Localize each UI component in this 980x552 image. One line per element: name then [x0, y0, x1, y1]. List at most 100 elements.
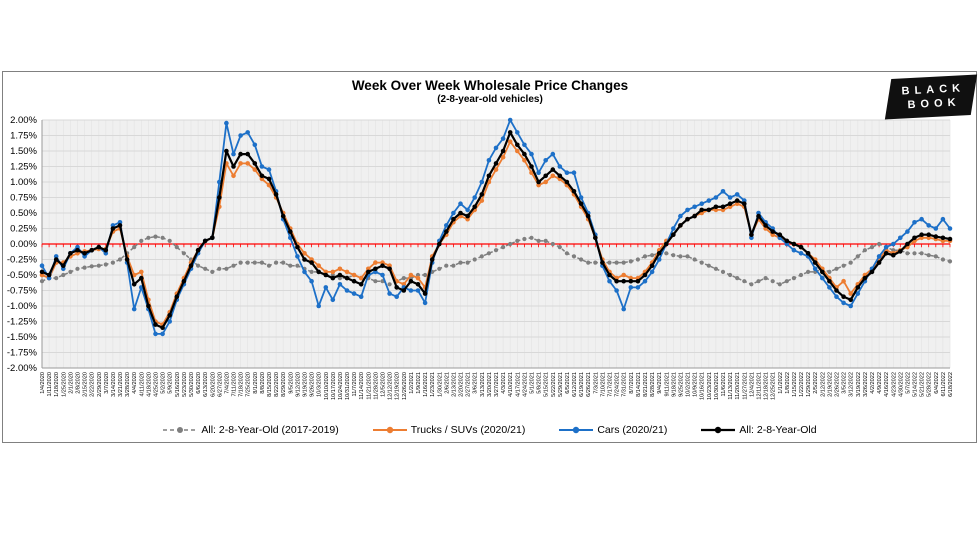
svg-text:4/23/2022: 4/23/2022	[891, 372, 897, 397]
svg-text:1.75%: 1.75%	[10, 131, 37, 142]
svg-text:8/8/2020: 8/8/2020	[260, 372, 266, 394]
svg-text:10/23/2021: 10/23/2021	[707, 372, 713, 400]
svg-text:6/12/2021: 6/12/2021	[572, 372, 578, 397]
svg-text:3/26/2022: 3/26/2022	[863, 372, 869, 397]
svg-text:7/17/2021: 7/17/2021	[608, 372, 614, 397]
svg-text:2/26/2022: 2/26/2022	[835, 372, 841, 397]
svg-text:-0.50%: -0.50%	[7, 270, 38, 281]
svg-text:5/28/2022: 5/28/2022	[927, 372, 933, 397]
black-book-logo-text: BLACK BOOK	[896, 81, 967, 113]
legend-marker-orange	[372, 426, 407, 434]
svg-text:2/20/2021: 2/20/2021	[459, 372, 465, 397]
svg-text:1/4/2020: 1/4/2020	[40, 372, 46, 394]
svg-text:9/25/2021: 9/25/2021	[678, 372, 684, 397]
svg-text:1/25/2020: 1/25/2020	[61, 372, 67, 397]
svg-text:9/18/2021: 9/18/2021	[671, 372, 677, 397]
svg-text:8/15/2020: 8/15/2020	[267, 372, 273, 397]
svg-text:2.00%: 2.00%	[10, 115, 37, 126]
svg-text:3/28/2020: 3/28/2020	[125, 372, 131, 397]
svg-text:8/1/2020: 8/1/2020	[253, 372, 259, 394]
svg-text:11/7/2020: 11/7/2020	[352, 372, 358, 396]
svg-text:3/20/2021: 3/20/2021	[487, 372, 493, 397]
svg-text:9/19/2020: 9/19/2020	[303, 372, 309, 397]
svg-text:11/27/2021: 11/27/2021	[742, 372, 748, 400]
svg-text:7/18/2020: 7/18/2020	[239, 372, 245, 397]
svg-text:3/6/2021: 3/6/2021	[473, 372, 479, 394]
svg-text:1/2/2021: 1/2/2021	[409, 372, 415, 394]
svg-text:8/21/2021: 8/21/2021	[643, 372, 649, 397]
svg-text:1.25%: 1.25%	[10, 162, 37, 173]
svg-text:3/12/2022: 3/12/2022	[849, 372, 855, 397]
svg-text:0.00%: 0.00%	[10, 239, 37, 250]
svg-text:-1.25%: -1.25%	[7, 317, 38, 328]
svg-text:6/5/2021: 6/5/2021	[565, 372, 571, 394]
svg-text:4/10/2021: 4/10/2021	[508, 372, 514, 397]
svg-text:4/11/2020: 4/11/2020	[139, 372, 145, 396]
svg-text:7/10/2021: 7/10/2021	[600, 372, 606, 397]
svg-text:5/15/2021: 5/15/2021	[544, 372, 550, 397]
svg-text:4/24/2021: 4/24/2021	[522, 372, 528, 397]
chart-title: Week Over Week Wholesale Price Changes	[351, 78, 629, 93]
svg-text:6/18/2022: 6/18/2022	[948, 372, 954, 397]
svg-text:12/18/2021: 12/18/2021	[764, 372, 770, 400]
svg-text:2/1/2020: 2/1/2020	[68, 372, 74, 394]
svg-text:11/14/2020: 11/14/2020	[359, 372, 365, 400]
svg-text:4/25/2020: 4/25/2020	[154, 372, 160, 397]
svg-text:10/31/2020: 10/31/2020	[345, 372, 351, 400]
svg-text:2/22/2020: 2/22/2020	[90, 372, 96, 397]
svg-text:10/24/2020: 10/24/2020	[338, 372, 344, 400]
svg-text:2/12/2022: 2/12/2022	[820, 372, 826, 397]
svg-text:1/23/2021: 1/23/2021	[430, 372, 436, 397]
svg-text:10/9/2021: 10/9/2021	[693, 372, 699, 397]
svg-text:5/30/2020: 5/30/2020	[189, 372, 195, 397]
svg-text:7/11/2020: 7/11/2020	[232, 372, 238, 396]
svg-text:8/29/2020: 8/29/2020	[281, 372, 287, 397]
svg-text:10/3/2020: 10/3/2020	[317, 372, 323, 397]
svg-text:9/11/2021: 9/11/2021	[664, 372, 670, 396]
legend-label: All: 2-8-Year-Old (2017-2019)	[201, 424, 339, 436]
svg-text:6/26/2021: 6/26/2021	[586, 372, 592, 397]
legend-label: Trucks / SUVs (2020/21)	[410, 424, 526, 436]
svg-text:11/6/2021: 11/6/2021	[721, 372, 727, 396]
svg-text:5/1/2021: 5/1/2021	[530, 372, 536, 394]
legend-marker-black	[701, 426, 736, 434]
svg-text:5/7/2022: 5/7/2022	[905, 372, 911, 394]
legend-label: Cars (2020/21)	[597, 424, 668, 436]
svg-text:3/19/2022: 3/19/2022	[856, 372, 862, 397]
svg-text:1/16/2021: 1/16/2021	[423, 372, 429, 397]
svg-text:6/4/2022: 6/4/2022	[934, 372, 940, 394]
legend: All: 2-8-Year-Old (2017-2019) Trucks / S…	[0, 424, 980, 436]
svg-text:3/13/2021: 3/13/2021	[480, 372, 486, 397]
legend-item-trucks-suvs: Trucks / SUVs (2020/21)	[372, 424, 526, 436]
svg-text:9/12/2020: 9/12/2020	[295, 372, 301, 397]
svg-text:1/30/2021: 1/30/2021	[437, 372, 443, 397]
chart-header: Week Over Week Wholesale Price Changes (…	[0, 78, 980, 105]
svg-text:5/9/2020: 5/9/2020	[168, 372, 174, 394]
svg-text:-1.75%: -1.75%	[7, 348, 38, 359]
svg-text:12/26/2020: 12/26/2020	[402, 372, 408, 400]
svg-text:1.00%: 1.00%	[10, 177, 37, 188]
svg-text:12/25/2021: 12/25/2021	[771, 372, 777, 400]
svg-text:10/17/2020: 10/17/2020	[331, 372, 337, 400]
y-axis-labels: 2.00% 1.75% 1.50% 1.25% 1.00% 0.75% 0.50% 0.25%…	[7, 115, 38, 374]
svg-text:12/5/2020: 12/5/2020	[381, 372, 387, 397]
logo-line2: BOOK	[907, 96, 962, 112]
legend-item-all-current: All: 2-8-Year-Old	[701, 424, 817, 436]
svg-text:1/22/2022: 1/22/2022	[799, 372, 805, 397]
svg-text:2/27/2021: 2/27/2021	[466, 372, 472, 397]
svg-text:1.50%: 1.50%	[10, 146, 37, 157]
svg-text:4/4/2020: 4/4/2020	[132, 372, 138, 394]
svg-text:10/2/2021: 10/2/2021	[686, 372, 692, 397]
svg-text:11/28/2020: 11/28/2020	[373, 372, 379, 400]
svg-text:8/28/2021: 8/28/2021	[650, 372, 656, 397]
svg-text:2/19/2022: 2/19/2022	[827, 372, 833, 397]
svg-text:6/20/2020: 6/20/2020	[210, 372, 216, 397]
svg-text:3/5/2022: 3/5/2022	[842, 372, 848, 394]
black-book-logo: BLACK BOOK	[884, 74, 978, 120]
zero-line	[41, 243, 951, 248]
svg-text:1/15/2022: 1/15/2022	[792, 372, 798, 397]
svg-text:2/5/2022: 2/5/2022	[813, 372, 819, 394]
legend-marker-blue	[559, 426, 594, 434]
